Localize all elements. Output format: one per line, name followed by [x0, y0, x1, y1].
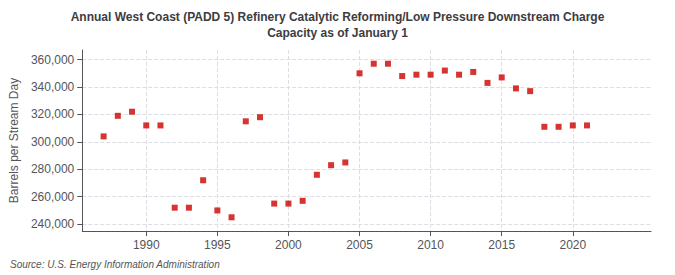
svg-text:Capacity as of January 1: Capacity as of January 1: [267, 26, 408, 40]
svg-text:2010: 2010: [417, 238, 444, 252]
svg-text:2020: 2020: [559, 238, 586, 252]
svg-text:360,000: 360,000: [31, 53, 75, 67]
svg-text:320,000: 320,000: [31, 107, 75, 121]
svg-text:Source: U.S. Energy Informatio: Source: U.S. Energy Information Administ…: [10, 259, 220, 270]
svg-text:Annual West Coast (PADD 5) Ref: Annual West Coast (PADD 5) Refinery Cata…: [71, 10, 605, 24]
svg-text:1995: 1995: [204, 238, 231, 252]
svg-text:Barrels per Stream Day: Barrels per Stream Day: [7, 78, 21, 203]
svg-text:280,000: 280,000: [31, 162, 75, 176]
svg-text:2005: 2005: [346, 238, 373, 252]
svg-text:1990: 1990: [133, 238, 160, 252]
svg-text:260,000: 260,000: [31, 190, 75, 204]
svg-text:340,000: 340,000: [31, 80, 75, 94]
svg-text:2000: 2000: [275, 238, 302, 252]
svg-text:300,000: 300,000: [31, 135, 75, 149]
svg-text:2015: 2015: [488, 238, 515, 252]
svg-text:240,000: 240,000: [31, 217, 75, 231]
